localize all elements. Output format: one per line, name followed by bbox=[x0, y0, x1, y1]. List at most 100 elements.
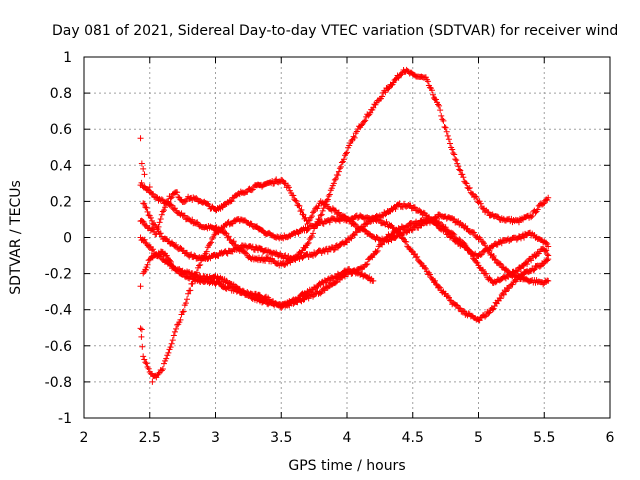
data-point bbox=[456, 304, 463, 311]
data-point bbox=[279, 303, 286, 310]
data-point bbox=[219, 204, 226, 211]
data-point bbox=[439, 222, 446, 229]
data-point bbox=[331, 176, 338, 183]
data-point bbox=[379, 241, 386, 248]
x-axis-label: GPS time / hours bbox=[288, 458, 405, 474]
data-point bbox=[490, 305, 497, 312]
data-point bbox=[341, 273, 348, 280]
data-point bbox=[421, 264, 428, 271]
y-tick-label: -0.2 bbox=[45, 267, 72, 283]
data-point bbox=[139, 218, 146, 225]
data-point bbox=[146, 256, 153, 263]
data-point bbox=[452, 156, 459, 163]
x-tick-label: 5 bbox=[474, 430, 483, 446]
data-point bbox=[143, 204, 150, 211]
data-point bbox=[332, 279, 339, 286]
data-point bbox=[142, 204, 149, 211]
data-point bbox=[373, 249, 380, 256]
data-point bbox=[341, 213, 348, 220]
data-point bbox=[451, 151, 458, 158]
data-point bbox=[167, 258, 174, 265]
data-point bbox=[385, 238, 392, 245]
data-point bbox=[399, 235, 406, 242]
data-point bbox=[543, 247, 550, 254]
data-point bbox=[489, 306, 496, 313]
data-point bbox=[499, 290, 506, 297]
data-point bbox=[335, 168, 342, 175]
data-point bbox=[543, 239, 550, 246]
data-point bbox=[544, 251, 551, 258]
data-point bbox=[143, 360, 150, 367]
data-point bbox=[545, 256, 552, 263]
data-point bbox=[403, 238, 410, 245]
data-point bbox=[436, 102, 443, 109]
data-point bbox=[439, 116, 446, 123]
data-point bbox=[317, 290, 324, 297]
data-point bbox=[476, 317, 483, 324]
data-point bbox=[408, 227, 415, 234]
y-tick-label: 1 bbox=[63, 50, 72, 66]
data-point bbox=[518, 272, 525, 279]
data-point bbox=[305, 239, 312, 246]
data-point bbox=[163, 355, 170, 362]
y-tick-label: -1 bbox=[58, 411, 72, 427]
data-point bbox=[191, 252, 198, 259]
data-point bbox=[479, 266, 486, 273]
data-point bbox=[165, 349, 172, 356]
data-point bbox=[230, 238, 237, 245]
data-point bbox=[296, 295, 303, 302]
data-point bbox=[453, 157, 460, 164]
data-point bbox=[392, 76, 399, 83]
data-point bbox=[216, 280, 223, 287]
data-point bbox=[203, 248, 210, 255]
data-point bbox=[462, 179, 469, 186]
data-point bbox=[326, 219, 333, 226]
data-point bbox=[336, 165, 343, 172]
data-point bbox=[252, 243, 259, 250]
data-point bbox=[187, 287, 194, 294]
data-point bbox=[158, 211, 165, 218]
data-point bbox=[513, 236, 520, 243]
data-point bbox=[508, 272, 515, 279]
axis-labels: Day 081 of 2021, Sidereal Day-to-day VTE… bbox=[8, 23, 618, 474]
x-tick-label: 3.5 bbox=[270, 430, 292, 446]
data-point bbox=[319, 207, 326, 214]
data-point bbox=[490, 253, 497, 260]
data-point bbox=[542, 248, 549, 255]
data-point bbox=[181, 212, 188, 219]
data-point bbox=[544, 241, 551, 248]
data-point bbox=[148, 225, 155, 232]
data-point bbox=[385, 85, 392, 92]
data-point bbox=[142, 359, 149, 366]
data-point bbox=[437, 107, 444, 114]
data-point bbox=[330, 246, 337, 253]
data-point bbox=[167, 195, 174, 202]
y-tick-label: 0 bbox=[63, 231, 72, 247]
data-point bbox=[292, 197, 299, 204]
data-point bbox=[168, 340, 175, 347]
data-point bbox=[148, 247, 155, 254]
data-point bbox=[159, 208, 166, 215]
data-point bbox=[153, 224, 160, 231]
data-point bbox=[318, 211, 325, 218]
data-point bbox=[364, 260, 371, 267]
data-point bbox=[140, 200, 147, 207]
data-point bbox=[340, 156, 347, 163]
data-point bbox=[465, 310, 472, 317]
data-point bbox=[177, 244, 184, 251]
data-point bbox=[137, 135, 144, 142]
data-point bbox=[208, 239, 215, 246]
y-axis-label: SDTVAR / TECUs bbox=[8, 180, 24, 295]
y-tick-label: -0.6 bbox=[45, 339, 72, 355]
data-point bbox=[362, 117, 369, 124]
data-point bbox=[540, 200, 547, 207]
data-point bbox=[334, 172, 341, 179]
data-point bbox=[153, 194, 160, 201]
data-point bbox=[177, 316, 184, 323]
data-point bbox=[442, 124, 449, 131]
x-tick-label: 6 bbox=[606, 430, 615, 446]
data-point bbox=[473, 259, 480, 266]
data-point bbox=[466, 184, 473, 191]
data-point bbox=[442, 224, 449, 231]
